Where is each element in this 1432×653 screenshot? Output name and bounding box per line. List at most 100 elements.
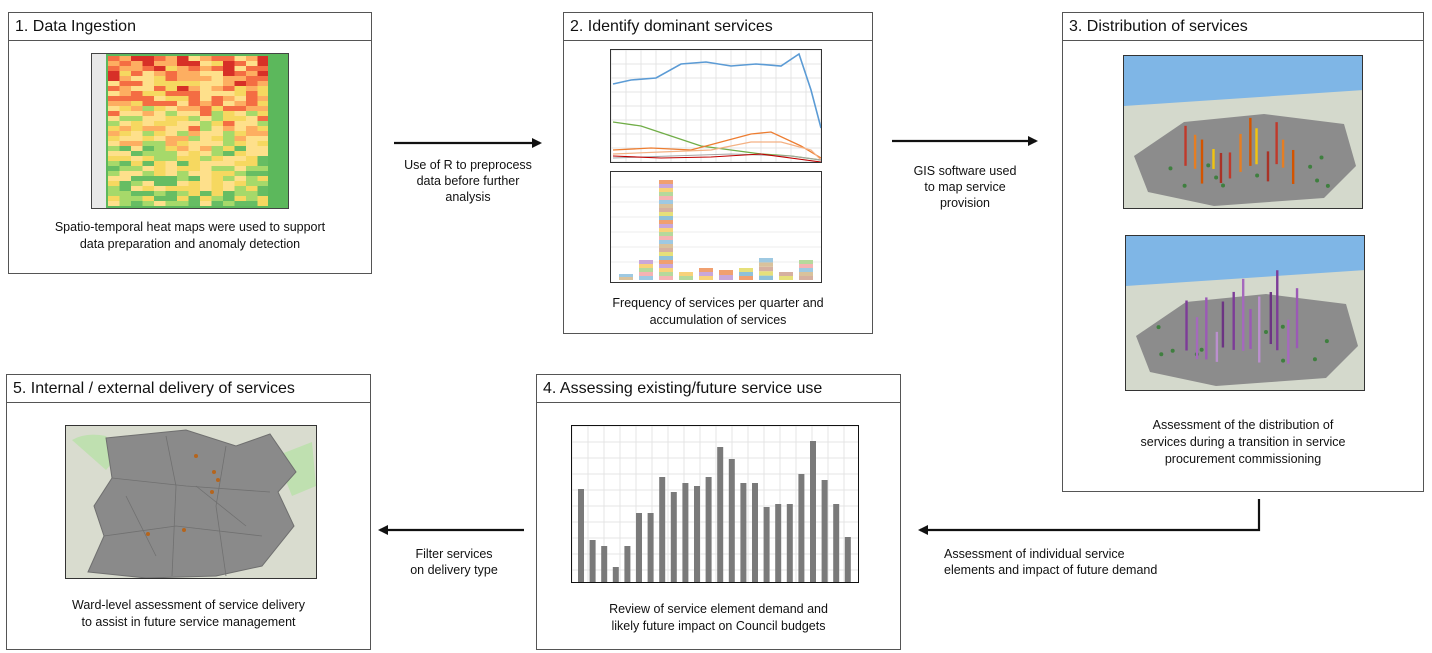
district-shape: [1136, 294, 1358, 386]
heatmap-cell: [200, 81, 212, 86]
heatmap-cell: [119, 166, 131, 171]
heatmap-cell: [154, 161, 166, 166]
stack-segment: [759, 258, 773, 263]
heatmap-cell: [234, 91, 246, 96]
heatmap-cell: [108, 166, 120, 171]
heatmap-cell: [165, 146, 177, 151]
ward-boundary: [165, 435, 177, 577]
heatmap-cell: [165, 96, 177, 101]
heatmap-cell: [131, 121, 143, 126]
panel-data-ingestion: 1. Data Ingestion Spatio-temporal heat m…: [8, 12, 372, 274]
heatmap-cell: [119, 171, 131, 176]
heatmap-cell: [154, 81, 166, 86]
map-dot: [1168, 166, 1173, 171]
heatmap-cell: [188, 86, 200, 91]
heatmap-cell: [108, 181, 120, 186]
heatmap-cell: [223, 181, 235, 186]
caption-line: Spatio-temporal heat maps were used to s…: [54, 220, 326, 234]
bar: [775, 504, 782, 582]
heatmap-cell: [234, 56, 246, 61]
stack-segment: [659, 196, 673, 200]
heatmap-cell: [142, 106, 154, 111]
heatmap-cell: [154, 156, 166, 161]
service-dot: [182, 528, 186, 532]
heatmap-cell: [223, 101, 235, 106]
heatmap-cell: [177, 156, 189, 161]
heatmap-cell: [257, 161, 269, 166]
heatmap-cell: [223, 111, 235, 116]
heatmap-cell: [119, 161, 131, 166]
heatmap-cell: [131, 71, 143, 76]
heatmap-cell: [119, 176, 131, 181]
stack-segment: [659, 192, 673, 196]
heatmap-cell: [119, 71, 131, 76]
arrow-label-line: Assessment of individual service: [944, 547, 1125, 561]
heatmap-cell: [234, 201, 246, 206]
heatmap-cell: [142, 141, 154, 146]
heatmap-cell: [223, 96, 235, 101]
heatmap-cell: [257, 121, 269, 126]
heatmap-cell: [223, 56, 235, 61]
heatmap-cell: [188, 106, 200, 111]
heatmap-cell: [108, 136, 120, 141]
heatmap-cell: [223, 176, 235, 181]
arrow-label-line: analysis: [445, 190, 491, 204]
heatmap-cell: [177, 146, 189, 151]
heatmap-cell: [142, 91, 154, 96]
ward-map-image: [65, 425, 317, 579]
heatmap-cell: [177, 116, 189, 121]
heatmap-cell: [200, 151, 212, 156]
heatmap-cell: [246, 196, 258, 201]
stack-segment: [799, 264, 813, 268]
stack-segment: [619, 274, 633, 277]
heatmap-cell: [188, 161, 200, 166]
stack-segment: [719, 270, 733, 275]
heatmap-cell: [211, 186, 223, 191]
bar: [670, 492, 677, 582]
map-dot: [1319, 155, 1324, 160]
heatmap-cell: [142, 126, 154, 131]
heatmap-cell: [177, 136, 189, 141]
heatmap-cell: [234, 86, 246, 91]
heatmap-cell: [257, 61, 269, 66]
heatmap-cell: [142, 116, 154, 121]
bar: [659, 477, 666, 582]
heatmap-cell: [200, 181, 212, 186]
heatmap-cell: [200, 121, 212, 126]
heatmap-cell: [257, 96, 269, 101]
series-line: [612, 153, 821, 161]
heatmap-cell: [211, 151, 223, 156]
heatmap-cell: [234, 151, 246, 156]
arrow-label-line: Filter services: [415, 547, 493, 561]
heatmap-cell: [177, 191, 189, 196]
heatmap-cell: [177, 121, 189, 126]
heatmap-cell: [246, 156, 258, 161]
bar: [821, 480, 828, 582]
heatmap-cell: [142, 191, 154, 196]
heatmap-cell: [108, 91, 120, 96]
heatmap-cell: [188, 131, 200, 136]
caption-line: to assist in future service management: [81, 615, 296, 629]
heatmap-cell: [142, 101, 154, 106]
heatmap-cell: [223, 201, 235, 206]
heatmap-cell: [154, 91, 166, 96]
heatmap-cell: [108, 146, 120, 151]
heatmap-cell: [188, 151, 200, 156]
heatmap-cell: [188, 91, 200, 96]
heatmap-cell: [234, 141, 246, 146]
heatmap-cell: [119, 76, 131, 81]
stack-segment: [659, 216, 673, 220]
map-dot: [1280, 324, 1285, 329]
heatmap-cell: [165, 61, 177, 66]
heatmap-cell: [211, 161, 223, 166]
heatmap-cell: [177, 111, 189, 116]
heatmap-cell: [165, 131, 177, 136]
heatmap-cell: [257, 126, 269, 131]
heatmap-cell: [108, 66, 120, 71]
heatmap-cell: [142, 181, 154, 186]
heatmap-cell: [142, 76, 154, 81]
heatmap-cell: [211, 111, 223, 116]
heatmap-cell: [119, 96, 131, 101]
stack-segment: [639, 272, 653, 276]
heatmap-cell: [154, 121, 166, 126]
